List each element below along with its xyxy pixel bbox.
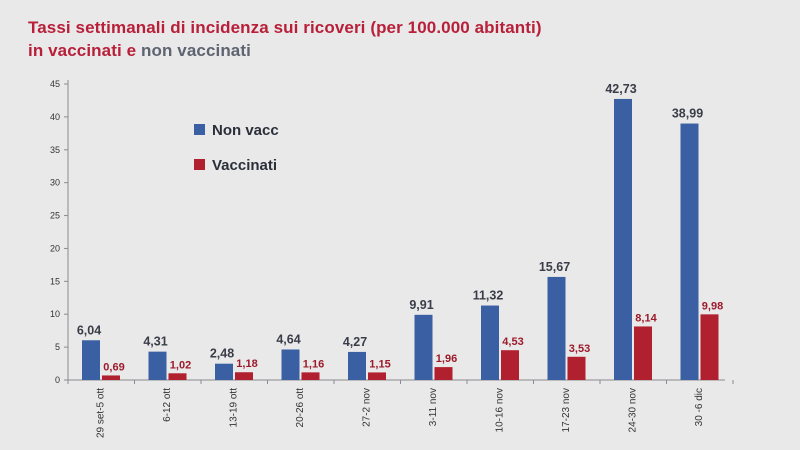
y-tick-label: 20 bbox=[50, 243, 60, 253]
chart-title-line-2-part-1: in vaccinati e bbox=[28, 41, 141, 60]
data-label-vaccinati: 9,98 bbox=[702, 300, 723, 312]
bar-vaccinati bbox=[235, 372, 253, 380]
y-tick-label: 15 bbox=[50, 276, 60, 286]
legend-swatch-vaccinati bbox=[194, 159, 205, 170]
x-category-label: 13-19 ott bbox=[229, 388, 240, 428]
legend-label-vaccinati: Vaccinati bbox=[212, 157, 277, 174]
x-category-label: 10-16 nov bbox=[495, 388, 506, 432]
data-label-non-vacc: 11,32 bbox=[473, 289, 504, 303]
y-tick-label: 40 bbox=[50, 112, 60, 122]
chart-title-line-2-part-2: non vaccinati bbox=[141, 41, 251, 60]
x-category-label: 20-26 ott bbox=[295, 388, 306, 428]
x-category-label: 27-2 nov bbox=[362, 388, 373, 427]
data-label-vaccinati: 8,14 bbox=[635, 312, 657, 324]
x-category-label: 17-23 nov bbox=[561, 388, 572, 432]
bar-vaccinati bbox=[567, 356, 586, 380]
data-label-non-vacc: 6,04 bbox=[77, 323, 101, 337]
bar-non-vacc bbox=[82, 340, 100, 380]
data-label-non-vacc: 4,31 bbox=[143, 335, 167, 349]
bar-vaccinati bbox=[368, 372, 386, 380]
data-label-vaccinati: 1,18 bbox=[236, 358, 257, 370]
x-category-label: 3-11 nov bbox=[428, 388, 439, 426]
x-category-label: 29 set-5 ott bbox=[96, 388, 107, 438]
legend-swatch-non-vacc bbox=[194, 124, 205, 135]
bar-vaccinati bbox=[634, 326, 652, 380]
bar-vaccinati bbox=[700, 314, 719, 380]
bar-vaccinati bbox=[301, 372, 320, 380]
data-label-vaccinati: 3,53 bbox=[569, 343, 590, 355]
y-tick-label: 10 bbox=[50, 309, 60, 319]
chart-title-line-2: in vaccinati e non vaccinati bbox=[28, 41, 251, 61]
data-label-vaccinati: 0,69 bbox=[103, 361, 124, 373]
chart-title-line-1: Tassi settimanali di incidenza sui ricov… bbox=[28, 18, 542, 37]
bar-non-vacc bbox=[348, 351, 366, 380]
data-label-non-vacc: 15,67 bbox=[539, 260, 570, 274]
y-tick-label: 5 bbox=[55, 342, 60, 352]
x-category-label: 24-30 nov bbox=[628, 388, 639, 432]
y-tick-label: 35 bbox=[50, 145, 60, 155]
bar-non-vacc bbox=[148, 351, 167, 380]
bar-vaccinati bbox=[501, 350, 519, 380]
y-tick-label: 45 bbox=[50, 79, 60, 89]
data-label-non-vacc: 42,73 bbox=[605, 82, 636, 96]
data-label-vaccinati: 1,02 bbox=[170, 359, 191, 371]
y-tick-label: 25 bbox=[50, 211, 60, 221]
data-label-vaccinati: 1,96 bbox=[436, 353, 457, 365]
data-label-non-vacc: 2,48 bbox=[210, 347, 234, 361]
data-label-vaccinati: 1,16 bbox=[303, 358, 324, 370]
bar-vaccinati bbox=[434, 367, 453, 380]
bar-non-vacc bbox=[547, 276, 566, 380]
bar-vaccinati bbox=[168, 373, 187, 380]
data-label-vaccinati: 4,53 bbox=[502, 336, 523, 348]
data-label-non-vacc: 9,91 bbox=[409, 298, 433, 312]
x-category-label: 30 -6 dic bbox=[694, 388, 705, 426]
bar-non-vacc bbox=[481, 305, 499, 380]
y-tick-label: 30 bbox=[50, 178, 60, 188]
bar-non-vacc bbox=[281, 349, 300, 380]
legend-label-non-vacc: Non vacc bbox=[212, 122, 279, 139]
x-category-label: 6-12 ott bbox=[162, 388, 173, 422]
bar-non-vacc bbox=[414, 314, 433, 380]
bar-non-vacc bbox=[680, 123, 699, 381]
data-label-vaccinati: 1,15 bbox=[369, 358, 390, 370]
data-label-non-vacc: 4,27 bbox=[343, 335, 367, 349]
data-label-non-vacc: 38,99 bbox=[672, 107, 703, 121]
data-label-non-vacc: 4,64 bbox=[276, 332, 300, 346]
bar-vaccinati bbox=[102, 375, 120, 380]
bar-non-vacc bbox=[215, 363, 233, 380]
y-tick-label: 0 bbox=[55, 375, 60, 385]
bar-non-vacc bbox=[614, 98, 632, 381]
